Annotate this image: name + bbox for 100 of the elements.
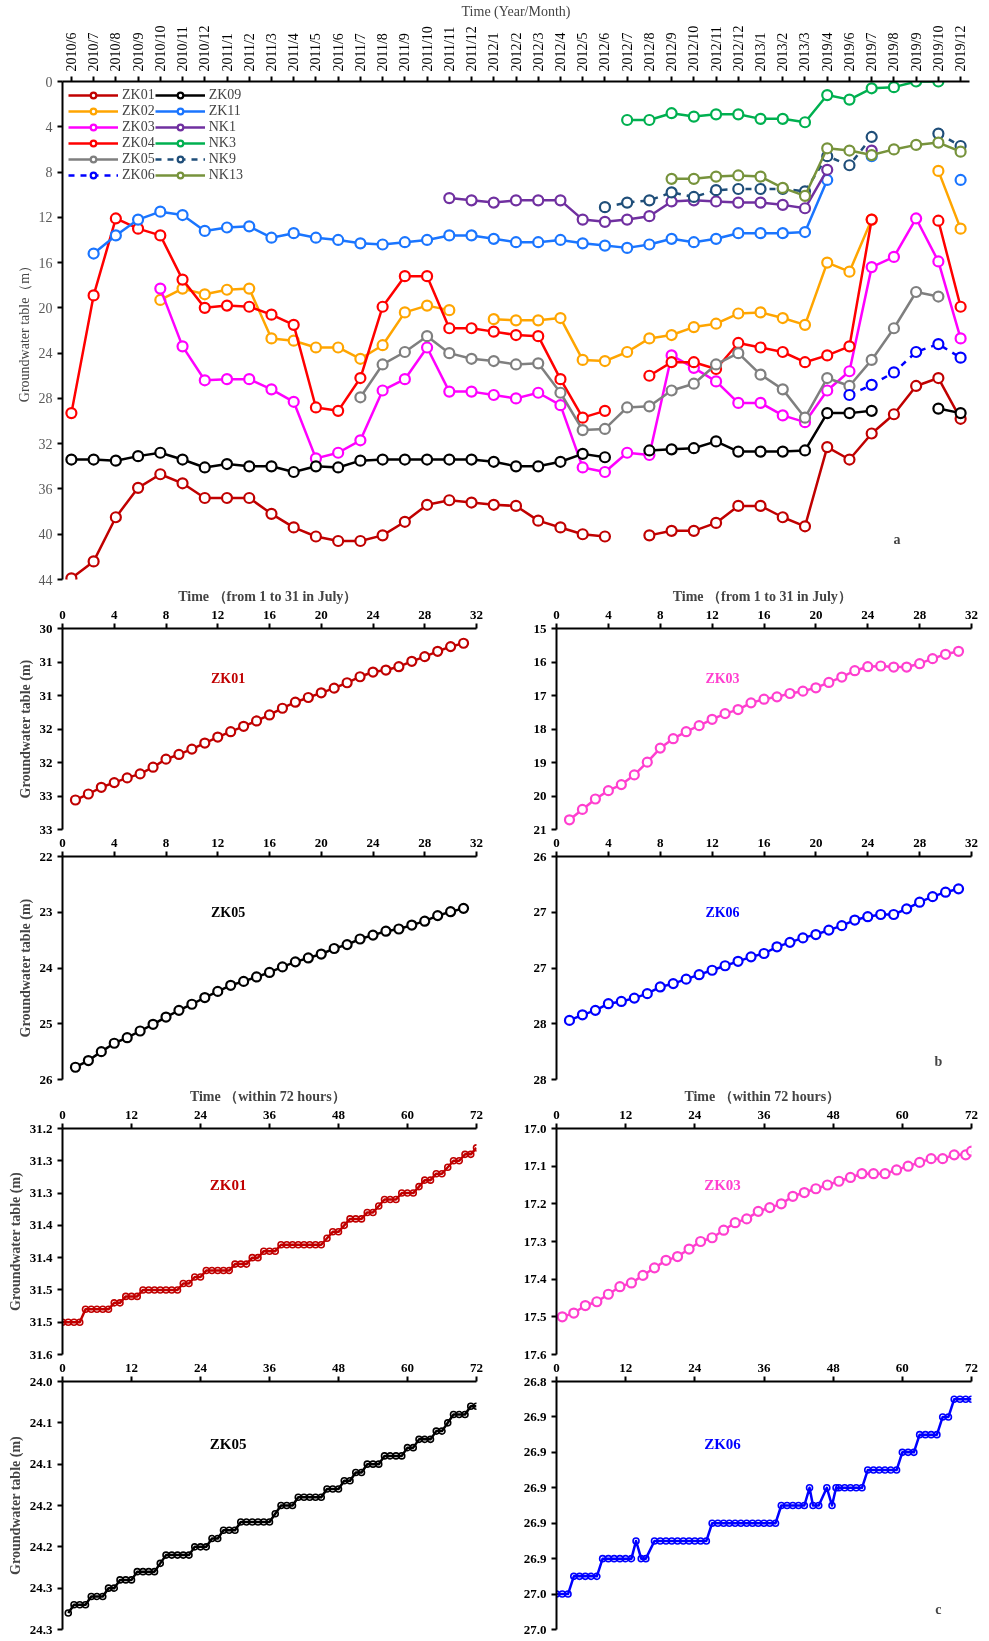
x-tick-label: 36 — [263, 1106, 277, 1122]
x-tick-label: 2019/12 — [953, 25, 969, 72]
annotation: b — [934, 1054, 943, 1070]
x-tick-label: 0 — [59, 1106, 66, 1122]
y-tick-label: 32 — [39, 754, 53, 770]
x-tick-label: 8 — [162, 834, 170, 850]
text: ZK05 — [209, 1435, 247, 1452]
legend-label: ZK01 — [122, 87, 155, 103]
y-tick-label: 27.0 — [523, 1621, 547, 1637]
x-tick-label: 8 — [657, 834, 664, 850]
y-tick-label: 17.2 — [523, 1195, 547, 1211]
x-tick-label: 28 — [418, 606, 432, 622]
x-tick-label: 28 — [913, 606, 927, 622]
x-axis-title: Time （within 72 hours） — [684, 1088, 841, 1104]
x-tick-label: 32 — [965, 834, 978, 850]
x-tick-label: 2010/9 — [130, 32, 146, 72]
y-tick-label: 26 — [533, 848, 547, 864]
x-tick-label: 20 — [314, 606, 328, 622]
x-tick-label: 2012/2 — [508, 32, 524, 72]
y-tick-label: 22 — [39, 848, 53, 864]
x-tick-label: 2010/11 — [175, 26, 191, 72]
y-tick-label: 4 — [45, 119, 53, 135]
y-tick-label: 31.5 — [29, 1281, 53, 1297]
y-tick-label: 24 — [39, 960, 53, 975]
y-tick-label: 30 — [39, 620, 53, 636]
x-tick-label: 20 — [314, 834, 328, 850]
legend-label: ZK06 — [122, 167, 155, 183]
x-tick-label: 36 — [263, 1359, 277, 1375]
y-axis-title: Groundwater table (m) — [17, 659, 34, 799]
x-tick-label: 2012/9 — [664, 32, 680, 72]
x-tick-label: 72 — [965, 1106, 978, 1122]
x-tick-label: 60 — [895, 1359, 909, 1375]
x-tick-label: 16 — [263, 834, 277, 850]
x-tick-label: 2019/10 — [930, 25, 946, 72]
x-tick-label: 12 — [211, 834, 225, 850]
y-tick-label: 31.3 — [29, 1185, 53, 1201]
y-tick-label: 12 — [38, 210, 53, 226]
annotation: c — [935, 1602, 942, 1618]
series-label: ZK03 — [705, 671, 740, 687]
x-tick-label: 2012/3 — [530, 32, 546, 72]
x-axis-title: Time (Year/Month) — [461, 3, 571, 20]
x-tick-label: 2011/7 — [352, 33, 368, 72]
x-tick-label: 28 — [418, 834, 432, 850]
x-tick-label: 2011/1 — [219, 33, 235, 72]
x-tick-label: 2010/6 — [63, 32, 79, 72]
y-tick-label: 18 — [533, 721, 547, 736]
x-tick-label: 12 — [125, 1359, 138, 1375]
y-tick-label: 16 — [533, 654, 547, 669]
x-tick-label: 28 — [913, 834, 927, 850]
x-tick-label: 32 — [470, 834, 483, 850]
text: ZK06 — [704, 1435, 742, 1452]
x-tick-label: 2012/7 — [619, 32, 635, 72]
y-tick-label: 17.1 — [523, 1158, 547, 1174]
x-tick-label: 24 — [194, 1359, 208, 1375]
x-tick-label: 2013/1 — [753, 32, 769, 72]
y-tick-label: 20 — [533, 788, 547, 803]
y-axis-title: Groundwater table (m) — [7, 1435, 24, 1575]
y-tick-label: 31.5 — [29, 1314, 53, 1330]
y-tick-label: 17.6 — [523, 1346, 547, 1362]
x-tick-label: 2011/11 — [441, 26, 457, 72]
x-tick-label: 2010/12 — [197, 25, 213, 72]
x-tick-label: 4 — [111, 834, 118, 850]
y-tick-label: 27 — [533, 960, 547, 975]
y-tick-label: 19 — [533, 754, 547, 770]
y-tick-label: 15 — [533, 620, 547, 636]
x-tick-label: 72 — [470, 1106, 483, 1122]
legend-label: ZK05 — [122, 151, 155, 167]
x-tick-label: 2010/7 — [86, 32, 102, 72]
x-tick-label: 24 — [366, 834, 380, 850]
x-tick-label: 2012/10 — [686, 25, 702, 72]
x-tick-label: 48 — [826, 1359, 841, 1375]
y-tick-label: 44 — [38, 572, 53, 588]
x-tick-label: 2013/2 — [775, 32, 791, 72]
y-tick-label: 36 — [38, 481, 53, 497]
annotation: a — [893, 532, 901, 548]
y-tick-label: 28 — [38, 391, 53, 407]
y-axis-title: Groundwater table（m） — [16, 258, 32, 403]
x-tick-label: 4 — [605, 606, 613, 622]
x-tick-label: 0 — [553, 606, 560, 622]
x-tick-label: 24 — [194, 1106, 208, 1122]
y-tick-label: 31.3 — [29, 1152, 53, 1168]
x-tick-label: 0 — [553, 1359, 560, 1375]
x-axis-title: Time （from 1 to 31 in July） — [178, 588, 358, 604]
text: ZK06 — [705, 904, 740, 920]
x-tick-label: 2012/12 — [730, 25, 746, 72]
y-tick-label: 16 — [38, 255, 53, 271]
x-tick-label: 72 — [965, 1359, 978, 1375]
x-tick-label: 24 — [861, 606, 875, 622]
x-tick-label: 2010/8 — [108, 32, 124, 72]
y-tick-label: 31.4 — [29, 1249, 53, 1265]
x-tick-label: 0 — [59, 606, 66, 622]
y-tick-label: 31.4 — [29, 1217, 53, 1233]
legend-label: ZK09 — [208, 87, 242, 103]
x-tick-label: 2012/6 — [597, 32, 613, 72]
x-tick-label: 2019/6 — [841, 32, 857, 72]
x-tick-label: 2012/5 — [575, 32, 591, 72]
legend-label: NK9 — [208, 151, 236, 167]
y-tick-label: 8 — [45, 165, 53, 181]
y-tick-label: 17.5 — [523, 1308, 547, 1324]
x-tick-label: 24 — [688, 1359, 702, 1375]
